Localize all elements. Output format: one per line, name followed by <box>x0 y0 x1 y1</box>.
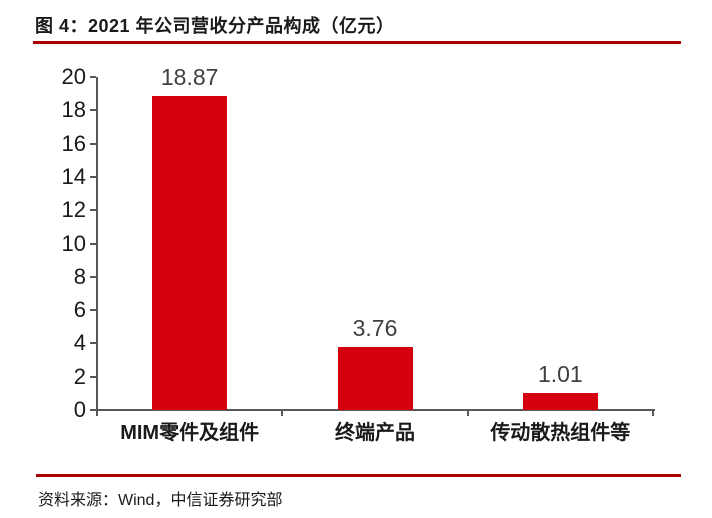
y-tick <box>90 342 96 345</box>
footer-divider <box>36 474 681 477</box>
bar <box>337 347 413 410</box>
y-tick-label: 0 <box>73 397 86 422</box>
y-tick-label: 8 <box>73 263 86 289</box>
bar <box>522 393 598 410</box>
y-tick <box>90 142 96 145</box>
y-tick <box>90 209 96 212</box>
source-note: 资料来源：Wind，中信证券研究部 <box>38 492 283 509</box>
y-tick-label: 2 <box>73 363 86 389</box>
y-tick-label: 10 <box>61 230 86 256</box>
x-axis-line <box>96 409 655 411</box>
y-tick-label: 20 <box>61 64 86 89</box>
y-tick-label: 4 <box>73 330 86 356</box>
bar <box>152 95 228 410</box>
y-tick <box>90 175 96 178</box>
y-tick <box>90 375 96 378</box>
bar-value-label: 3.76 <box>352 315 398 342</box>
y-tick-label: 6 <box>73 297 86 323</box>
y-tick-label: 12 <box>61 197 86 223</box>
x-tick <box>96 410 98 416</box>
y-tick <box>90 275 96 278</box>
category-label: MIM零件及组件 <box>120 422 260 444</box>
x-tick <box>466 410 469 416</box>
figure-title: 图 4：2021 年公司营收分产品构成（亿元） <box>35 16 395 36</box>
bar-chart: 0 2 4 6 8 10 12 14 16 18 20 18.87 MIM零件及组件 3.76 终端产品 1.… <box>61 63 655 444</box>
y-axis-line <box>96 77 98 411</box>
y-tick-label: 14 <box>61 163 86 189</box>
y-tick-label: 18 <box>61 97 86 123</box>
y-tick-label: 16 <box>61 130 86 156</box>
y-tick <box>90 409 96 411</box>
y-tick <box>90 309 96 312</box>
category-label: 传动散热组件等 <box>490 422 631 444</box>
y-tick <box>90 242 96 245</box>
y-tick <box>90 109 96 112</box>
x-tick <box>652 410 654 416</box>
x-tick <box>281 410 284 416</box>
title-divider <box>33 41 681 44</box>
category-label: 终端产品 <box>334 422 415 444</box>
bar-value-label: 1.01 <box>537 361 583 388</box>
y-tick <box>90 76 96 78</box>
bar-value-label: 18.87 <box>160 63 219 90</box>
